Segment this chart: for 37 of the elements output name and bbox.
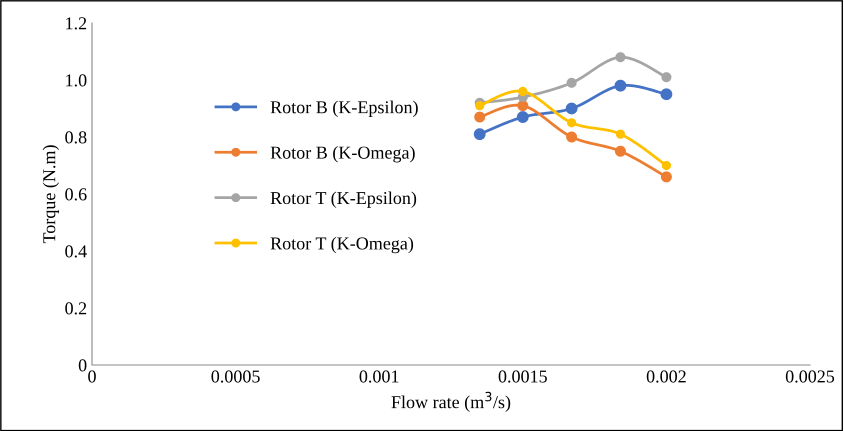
x-tick-label: 0.0005 [211,370,260,383]
y-tick-label: 0.8 [65,131,86,144]
point [660,171,672,182]
point [615,52,626,62]
legend-label: Rotor T (K-Epsilon) [270,191,416,208]
y-axis-title: Torque (N.m) [42,145,60,244]
y-tick-label: 1.0 [66,74,86,87]
point [566,118,576,128]
x-tick-label: 0.002 [646,370,686,383]
y-tick-label: 0.2 [65,302,86,315]
legend-label: Rotor B (K-Epsilon) [270,100,418,118]
legend-label: Rotor T (K-Omega) [270,236,414,254]
y-tick-label: 1.2 [66,17,86,30]
x-tick-label: 0.0025 [786,370,834,383]
point [474,112,486,123]
point [662,160,672,170]
x-tick-label: 0.0015 [498,370,547,383]
x-tick-label: 0.001 [360,370,398,383]
point [517,100,528,112]
point [474,128,486,140]
point [566,102,578,114]
point [614,146,626,157]
point [516,111,529,123]
point [660,88,672,100]
y-tick-label: 0 [78,359,86,372]
y-tick-label: 0.4 [65,245,87,258]
point [614,80,626,92]
point [566,78,577,88]
point [518,86,528,96]
point [566,132,578,142]
point [661,72,672,82]
x-tick-label: 0 [88,370,96,383]
legend-label: Rotor B (K-Omega) [270,146,415,162]
y-tick-label: 0.6 [65,188,87,201]
point [475,100,484,110]
point [616,129,626,139]
x-axis-title: Flow rate (m$^{3}$/s) [391,392,510,412]
